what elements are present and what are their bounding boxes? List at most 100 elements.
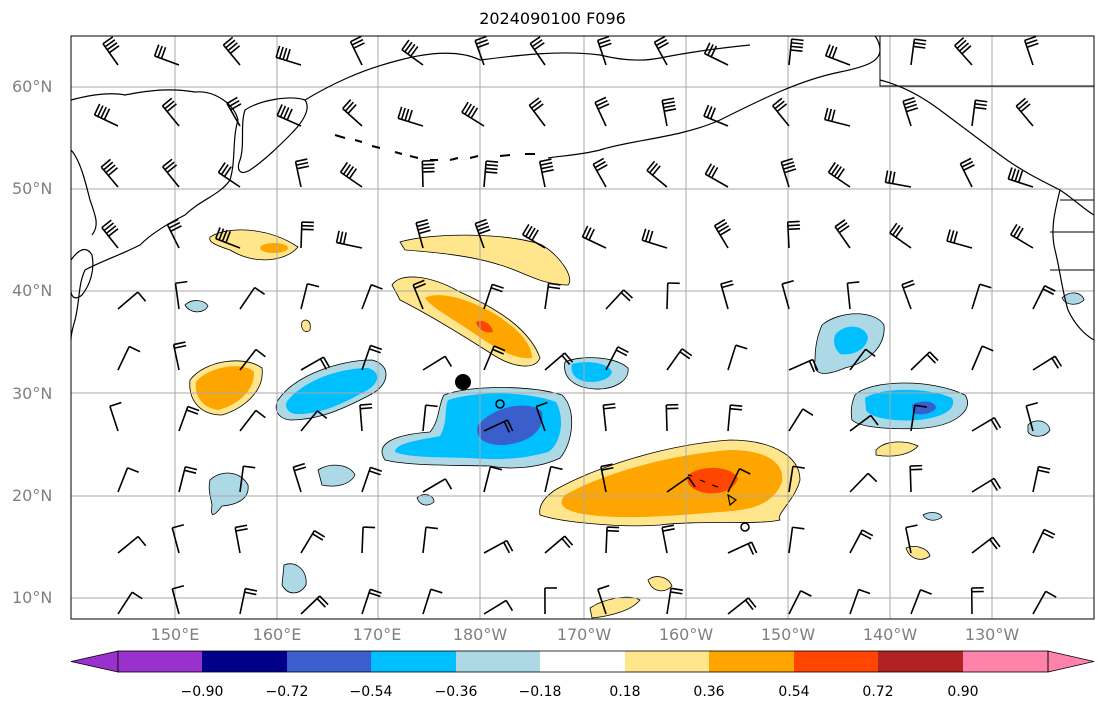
wind-barb-feather [1044,285,1056,292]
negative-anomaly-area [922,512,943,521]
wind-barb-staff [828,171,851,188]
wind-barb-feather [719,228,731,236]
colorbar-segment [709,651,794,672]
wind-barb-staff [666,282,669,310]
wind-barb-feather [990,419,999,431]
wind-barb-feather [235,524,248,529]
wind-barb-feather [226,96,238,105]
wind-barb-feather [1037,469,1050,474]
wind-barb-feather [322,356,331,368]
alaska-peninsula-coastline [547,149,601,159]
wind-barb-feather [535,401,548,408]
wind-barb-feather [598,39,611,45]
wind-barb-staff [171,527,180,554]
wind-barb-staff [422,588,432,615]
wind-barb-feather [503,421,511,433]
wind-barb-staff [239,466,245,493]
lat-label-60: 60°N [12,77,53,96]
wind-barb-staff [361,284,373,310]
wind-barb-feather [225,39,236,49]
asia-coastline [70,89,239,341]
wind-barb-feather [316,597,327,608]
wind-barb-feather [101,219,112,229]
wind-barb-feather [342,163,352,175]
wind-barb-feather [359,403,372,406]
wind-barb-feather [363,526,376,529]
wind-barb-feather [1015,97,1026,107]
wind-barb-feather [581,225,589,238]
wind-barb-feather [903,100,916,106]
wind-barb-feather [607,526,620,529]
sakhalin-coastline [70,149,97,236]
wind-barb-feather [461,101,469,113]
wind-barb-staff [161,105,180,127]
wind-barb-feather [350,35,362,43]
wind-barb-feather [225,231,232,243]
wind-barb-feather [648,230,654,243]
wind-barb-staff [483,466,492,493]
wind-barb-staff [117,346,130,371]
wind-barb-feather [217,162,226,173]
wind-barb-feather [173,341,186,346]
us-west-coastline [1052,189,1095,341]
wind-barb-feather [478,229,491,235]
wind-barb-feather [425,526,438,530]
wind-barb-feather [902,96,915,103]
wind-barb-feather [1026,42,1039,49]
wind-barb-staff [910,405,916,432]
wind-barb-feather [166,164,178,174]
wind-barb-feather [235,528,248,532]
wind-barb-feather [929,351,939,362]
wind-barb-staff [342,107,363,127]
wind-barb-feather [175,280,188,285]
wind-barb-feather [339,231,344,244]
colorbar-segment [878,651,963,672]
wind-barb-staff [535,406,546,432]
lon-label-170w: 170°W [556,625,612,644]
wind-barb-feather [351,38,364,46]
wind-barb-staff [300,410,319,432]
wind-barb-feather [836,222,848,231]
wind-barb-feather [661,524,675,529]
wind-barb-feather [505,600,514,612]
wind-barb-feather [599,42,612,49]
wind-barb-feather [160,46,167,59]
wind-barb-feather [105,164,116,174]
wind-barb-feather [902,283,915,289]
wind-barb-feather [662,527,675,532]
wind-barb-feather [103,222,115,232]
lon-label-140w: 140°W [862,625,918,644]
wind-barb-feather [870,414,879,426]
wind-barb-feather [162,97,173,107]
wind-barb-feather [831,109,836,122]
wind-barb-staff [600,466,607,493]
wind-barb-feather [827,162,836,173]
wind-barb-feather [221,229,228,242]
tc-marker-filled [455,374,471,390]
wind-barb-feather [548,286,561,290]
wind-barb-feather [342,232,347,245]
wind-barb-staff [602,405,607,432]
wind-barb-feather [655,38,668,47]
wind-barb-feather [444,478,453,490]
wind-barb-staff [171,588,180,615]
wind-barb-feather [707,165,716,177]
wind-barb-feather [127,467,139,473]
map-background [71,36,1094,619]
wind-barb-staff [704,173,729,188]
wind-barb-feather [539,158,552,163]
wind-barb-feather [286,108,293,121]
wind-barb-feather [342,99,352,110]
wind-barb-staff [300,530,316,554]
wind-barb-staff [483,161,487,188]
wind-barb-feather [105,225,117,234]
wind-barb-feather [838,225,850,234]
wind-barb-staff [361,526,364,554]
wind-barb-staff [971,477,995,493]
wind-barb-feather [861,529,874,537]
wind-barb-feather [360,406,373,410]
lon-label-170e: 170°E [352,625,402,644]
wind-barb-feather [278,46,284,59]
wind-barb-feather [828,45,835,58]
wind-barb-feather [1024,35,1037,42]
